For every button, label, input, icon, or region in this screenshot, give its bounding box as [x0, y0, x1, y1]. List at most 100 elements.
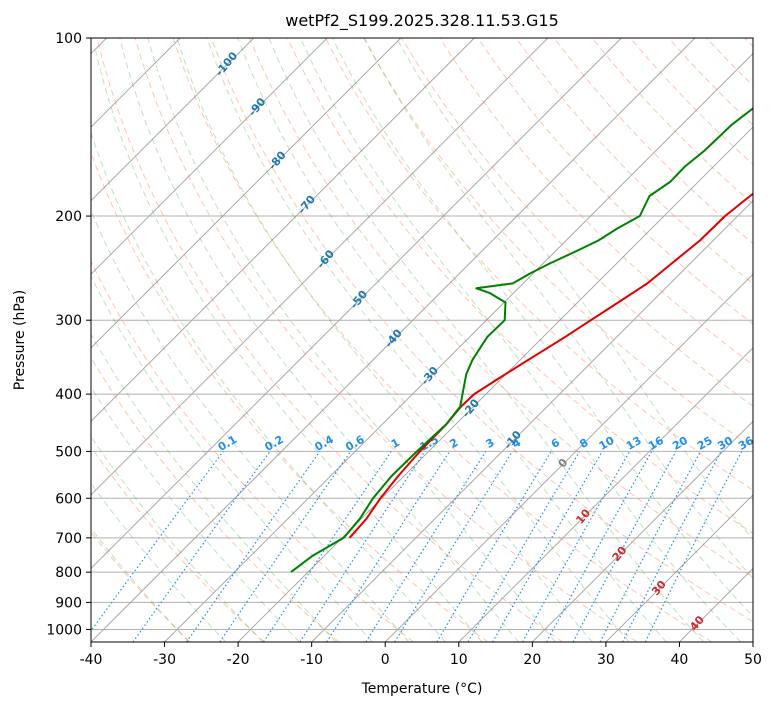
mixing-ratio-line	[394, 451, 513, 642]
isotherm-line	[91, 38, 475, 423]
isotherm-line	[384, 273, 753, 642]
x-tick-label: -10	[300, 652, 323, 668]
y-axis-ticks: 100 200 300 400 500 600 700 800 900 1000	[46, 31, 91, 638]
y-tick-label: 500	[55, 444, 82, 460]
moist-adiabat-line	[147, 38, 556, 642]
mixing-ratio-line	[572, 451, 677, 642]
moist-adiabat-line	[237, 38, 667, 642]
moist-adiabat-line	[206, 38, 630, 642]
isotherm-line	[531, 420, 753, 642]
dry-adiabat-line	[91, 356, 340, 642]
contour-label: 2	[447, 436, 460, 451]
dry-adiabat-line	[134, 38, 638, 642]
mixing-ratio-line	[186, 451, 321, 642]
dry-adiabat-line	[91, 260, 414, 642]
y-axis-label: Pressure (hPa)	[12, 290, 28, 390]
dry-adiabats	[91, 38, 753, 642]
dry-adiabat-line	[286, 38, 753, 535]
isotherm-line	[164, 52, 753, 642]
moist-adiabat-line	[91, 527, 190, 642]
mixing-ratio-line	[467, 451, 581, 642]
dry-adiabat-line	[744, 38, 753, 48]
dry-adiabat-line	[91, 445, 265, 642]
x-tick-label: 50	[744, 652, 762, 668]
contour-label: 10	[597, 434, 617, 453]
x-tick-label: -30	[153, 652, 176, 668]
y-tick-label: 1000	[46, 622, 82, 638]
mixing-ratio-line	[546, 451, 653, 642]
mixing-ratio-line	[644, 451, 743, 642]
contour-label: 3	[483, 436, 496, 451]
mixing-ratio-line	[132, 451, 271, 642]
dry-adiabat-line	[325, 38, 753, 491]
moist-adiabat-line	[176, 38, 593, 642]
x-tick-label: 20	[523, 652, 541, 668]
contour-label: 13	[624, 434, 644, 453]
contour-label: 20	[610, 544, 630, 564]
moist-adiabat-line	[119, 38, 519, 642]
contour-label: 0.4	[312, 433, 336, 454]
x-tick-label: 30	[597, 652, 615, 668]
dry-adiabat-line	[91, 531, 191, 642]
isotherm-line	[752, 641, 753, 642]
mixing-ratio-line	[299, 451, 426, 642]
x-axis-ticks: -40 -30 -20 -10 0 10 20 30 40 50	[80, 642, 762, 668]
y-tick-label: 200	[55, 209, 82, 225]
moist-adiabat-line	[95, 50, 483, 642]
dewpoint-profile-line	[290, 107, 753, 573]
plot-grid	[91, 38, 753, 642]
mixing-ratio-line	[521, 451, 631, 642]
y-tick-label: 900	[55, 595, 82, 611]
contour-label: 0	[556, 456, 571, 470]
contour-label: 25	[695, 434, 715, 453]
y-tick-label: 800	[55, 565, 82, 581]
moist-adiabat-line	[300, 38, 742, 642]
contour-label: 1	[389, 436, 402, 451]
contour-label: 30	[715, 434, 735, 453]
chart-title: wetPf2_S199.2025.328.11.53.G15	[285, 11, 559, 31]
dry-adiabat-line	[553, 38, 753, 245]
moist-adiabat-line	[91, 209, 410, 642]
dry-adiabat-line	[210, 38, 753, 623]
contour-label: 20	[670, 434, 690, 453]
moist-adiabat-line	[331, 38, 753, 618]
temperature-profile-line	[348, 192, 753, 539]
moist-adiabat-line	[91, 386, 300, 642]
mixing-ratio-line	[365, 451, 487, 642]
isotherm-line	[91, 38, 622, 570]
contour-label: 10	[573, 506, 593, 526]
mixing-ratio-line	[262, 451, 392, 642]
x-axis-label: Temperature (°C)	[361, 681, 483, 697]
contour-label: 0.1	[216, 433, 239, 454]
mixing-ratio-lines	[91, 451, 743, 642]
isotherm-line	[458, 347, 753, 642]
x-tick-label: -40	[80, 652, 103, 668]
moist-adiabat-line	[91, 131, 446, 642]
dry-adiabat-line	[668, 38, 753, 126]
dry-adiabat-line	[515, 38, 753, 285]
x-tick-label: 0	[381, 652, 390, 668]
sounding-profiles	[290, 107, 753, 573]
moist-adiabat-line	[91, 482, 227, 642]
isotherm-line	[91, 38, 696, 642]
dry-adiabat-line	[172, 38, 713, 642]
moist-adiabat-line	[396, 38, 753, 541]
y-tick-label: 300	[55, 313, 82, 329]
mixing-ratio-line	[326, 451, 451, 642]
mixing-ratio-line	[436, 451, 552, 642]
x-tick-label: 40	[671, 652, 689, 668]
dry-adiabat-line	[96, 38, 563, 642]
moist-adiabat-line	[91, 274, 373, 642]
contour-label: 16	[646, 434, 666, 453]
dry-adiabat-line	[91, 151, 489, 642]
mixing-ratio-line	[91, 451, 224, 632]
moist-adiabats	[91, 38, 753, 642]
y-tick-label: 700	[55, 531, 82, 547]
contour-label: 30	[649, 578, 669, 598]
isotherm-line	[605, 494, 753, 642]
dry-adiabat-line	[248, 38, 753, 578]
y-tick-label: 400	[55, 387, 82, 403]
contour-label: 40	[687, 613, 707, 633]
y-tick-label: 600	[55, 491, 82, 507]
